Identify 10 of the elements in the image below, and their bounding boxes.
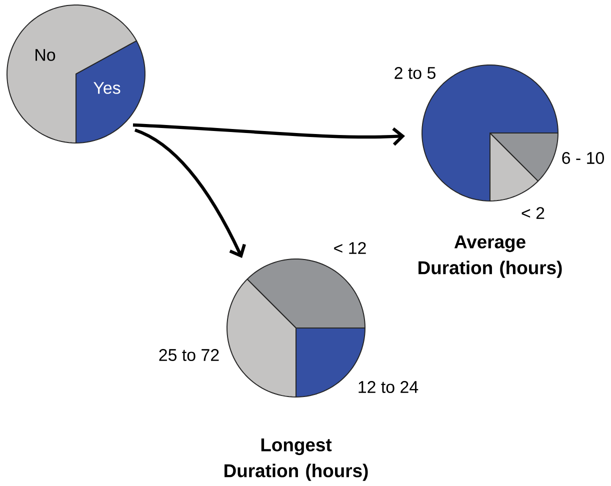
slice-label: 12 to 24: [358, 381, 418, 393]
text: Average Duration (hours): [418, 236, 562, 278]
text: Longest Duration (hours): [224, 438, 368, 481]
slice-label: No: [36, 49, 56, 61]
slice-label: 2 to 5: [394, 67, 436, 79]
slice-label: 25 to 72: [159, 349, 219, 361]
slice-label: 6 - 10: [562, 152, 604, 164]
slice-label: Yes: [94, 82, 120, 94]
slice-label: < 12: [334, 242, 366, 254]
slice-label: < 2: [522, 207, 544, 219]
